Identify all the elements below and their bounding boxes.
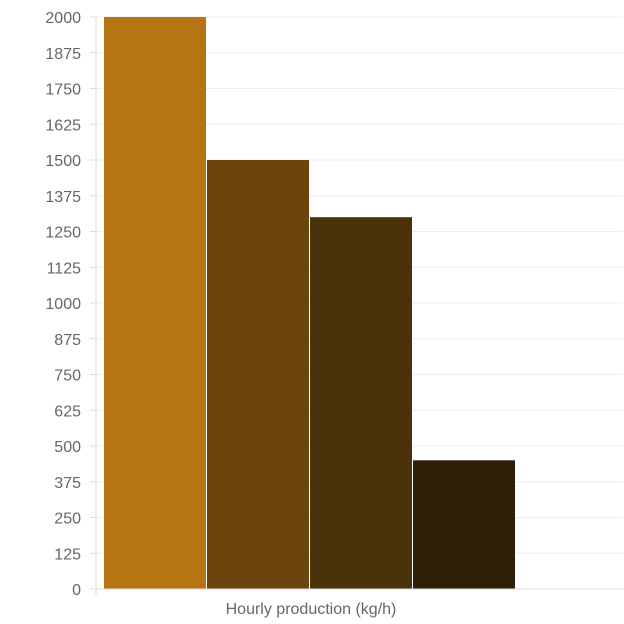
y-axis-ticks: 0 125 250 375 500 625 750 875 1000 1125 1250 1375 15… — [45, 10, 96, 599]
y-tick-label: 0 — [72, 582, 81, 599]
y-tick-label: 375 — [54, 475, 81, 492]
y-tick-label: 1250 — [45, 225, 81, 242]
y-tick-label: 1375 — [45, 189, 81, 206]
y-tick-label: 625 — [54, 403, 81, 420]
y-tick-label: 1500 — [45, 153, 81, 170]
x-axis-title: Hourly production (kg/h) — [226, 601, 397, 618]
y-tick-label: 250 — [54, 511, 81, 528]
y-tick-label: 125 — [54, 546, 81, 563]
y-tick-label: 1000 — [45, 296, 81, 313]
y-tick-label: 750 — [54, 368, 81, 385]
bar — [413, 460, 515, 589]
y-tick-label: 2000 — [45, 10, 81, 27]
y-tick-label: 1875 — [45, 46, 81, 63]
bar — [207, 160, 309, 589]
bar — [104, 17, 206, 589]
y-tick-label: 1750 — [45, 82, 81, 99]
y-tick-label: 1625 — [45, 117, 81, 134]
bar — [310, 217, 412, 589]
y-tick-label: 1125 — [47, 260, 82, 277]
y-tick-label: 500 — [54, 439, 81, 456]
bars — [104, 17, 515, 589]
y-tick-label: 875 — [54, 332, 81, 349]
